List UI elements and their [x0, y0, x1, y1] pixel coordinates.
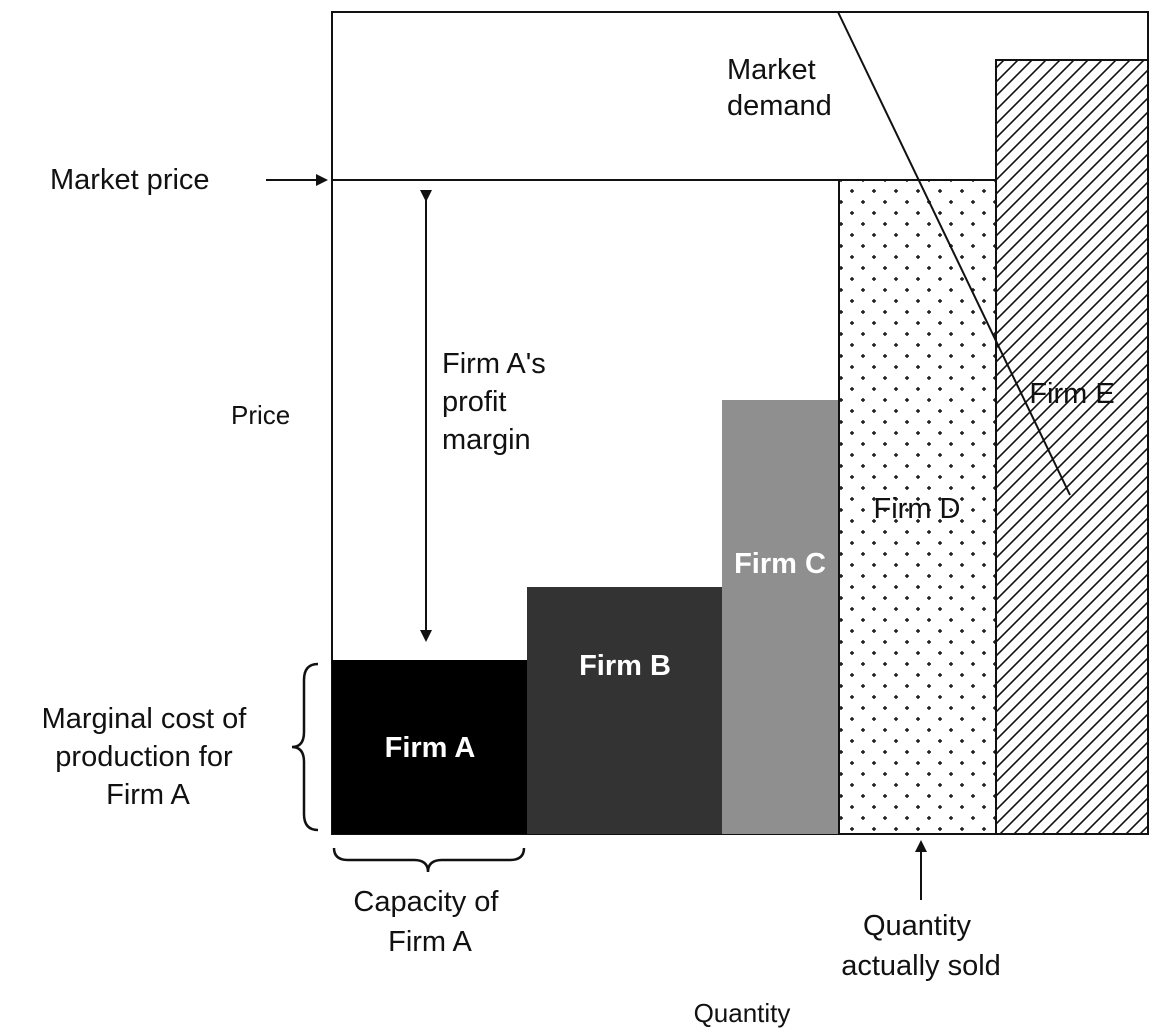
firm-c-bar — [722, 400, 839, 834]
firm-a-label: Firm A — [385, 732, 476, 764]
firm-d-label: Firm D — [874, 493, 961, 525]
market-demand-line — [837, 11, 1071, 496]
firm-b-label: Firm B — [579, 650, 671, 682]
firm-b-bar — [527, 587, 722, 834]
market-price-label: Market price — [50, 164, 210, 196]
profit-margin-label: Firm A's profit margin — [442, 348, 554, 456]
price-axis-label: Price — [231, 400, 290, 430]
firm-a-bar — [332, 660, 527, 834]
market-demand-label: Market demand — [727, 54, 832, 122]
capacity-brace — [332, 847, 526, 873]
quantity-axis-label: Quantity — [694, 998, 791, 1028]
firm-e-label: Firm E — [1029, 378, 1114, 410]
quantity-sold-label: Quantity actually sold — [841, 910, 1001, 982]
firm-c-label: Firm C — [734, 548, 826, 580]
firm-d-bar — [838, 179, 997, 835]
capacity-label: Capacity of Firm A — [353, 886, 506, 958]
marginal-cost-label: Marginal cost of production for Firm A — [42, 703, 255, 811]
firm-e-bar — [995, 59, 1149, 835]
marginal-cost-brace — [291, 662, 319, 832]
